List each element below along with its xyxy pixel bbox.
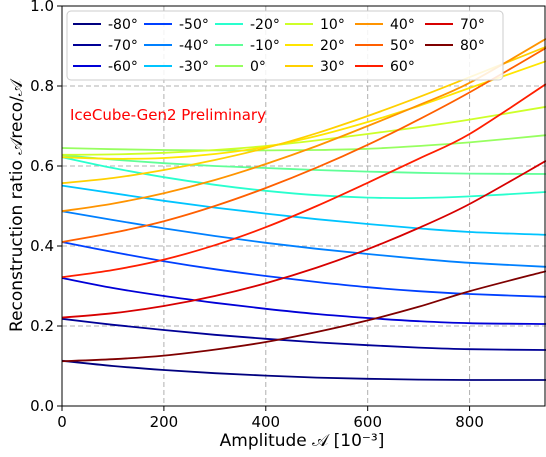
legend-entry: 10° (320, 17, 345, 33)
series-line (61, 47, 546, 243)
series-line (61, 154, 546, 175)
x-tick-label: 200 (150, 413, 179, 431)
series-line (61, 105, 546, 156)
x-axis-label: Amplitude 𝒜 [10⁻³] (220, 431, 385, 451)
legend-entry: -60° (108, 59, 138, 75)
legend-entry: -40° (179, 38, 209, 54)
plot-frame (61, 5, 546, 407)
series-line (61, 184, 546, 236)
series-line (61, 60, 546, 160)
legend-entry: -70° (108, 38, 138, 54)
series-line (61, 359, 546, 381)
series-line (61, 156, 546, 199)
legend-entry: -10° (250, 38, 280, 54)
series-line (61, 210, 546, 268)
legend-entry: 0° (250, 59, 266, 75)
y-axis-label: Reconstruction ratio 𝒜reco/𝒜 (7, 78, 27, 332)
series-line (61, 241, 546, 298)
y-tick-label: 0.0 (30, 397, 54, 415)
plot-area (61, 38, 546, 381)
y-tick-label: 0.4 (30, 237, 54, 255)
x-tick-label: 800 (455, 413, 484, 431)
series-line (61, 83, 546, 279)
legend-entry: 60° (390, 59, 415, 75)
legend-entry: -20° (250, 17, 280, 33)
y-tick-label: 0.2 (30, 317, 54, 335)
axes: 0 200 400 600 800 0.0 0.2 0.4 0.6 0.8 1.0 (30, 0, 546, 431)
legend-entry: 50° (390, 38, 415, 54)
legend-entry: -80° (108, 17, 138, 33)
legend-entry: 80° (460, 38, 485, 54)
legend-entry: 20° (320, 38, 345, 54)
x-tick-label: 0 (57, 413, 67, 431)
x-tick-label: 400 (251, 413, 280, 431)
chart-annotation: IceCube-Gen2 Preliminary (70, 106, 266, 124)
series-line (61, 38, 546, 213)
series-line (61, 317, 546, 351)
legend-entry: -50° (179, 17, 209, 33)
x-tick-label: 600 (353, 413, 382, 431)
series-line (61, 134, 546, 152)
y-tick-label: 1.0 (30, 0, 54, 15)
legend-entry: 40° (390, 17, 415, 33)
y-tick-label: 0.6 (30, 157, 54, 175)
series-line (61, 277, 546, 325)
legend: -80° -70° -60° -50° -40° -30° -20° -10° 0° 10° 20°… (66, 10, 504, 81)
series-line (61, 270, 546, 363)
legend-entry: -30° (179, 59, 209, 75)
y-tick-label: 0.8 (30, 77, 54, 95)
series-line (61, 160, 546, 319)
series-line (61, 45, 546, 185)
legend-entry: 30° (320, 59, 345, 75)
legend-entry: 70° (460, 17, 485, 33)
